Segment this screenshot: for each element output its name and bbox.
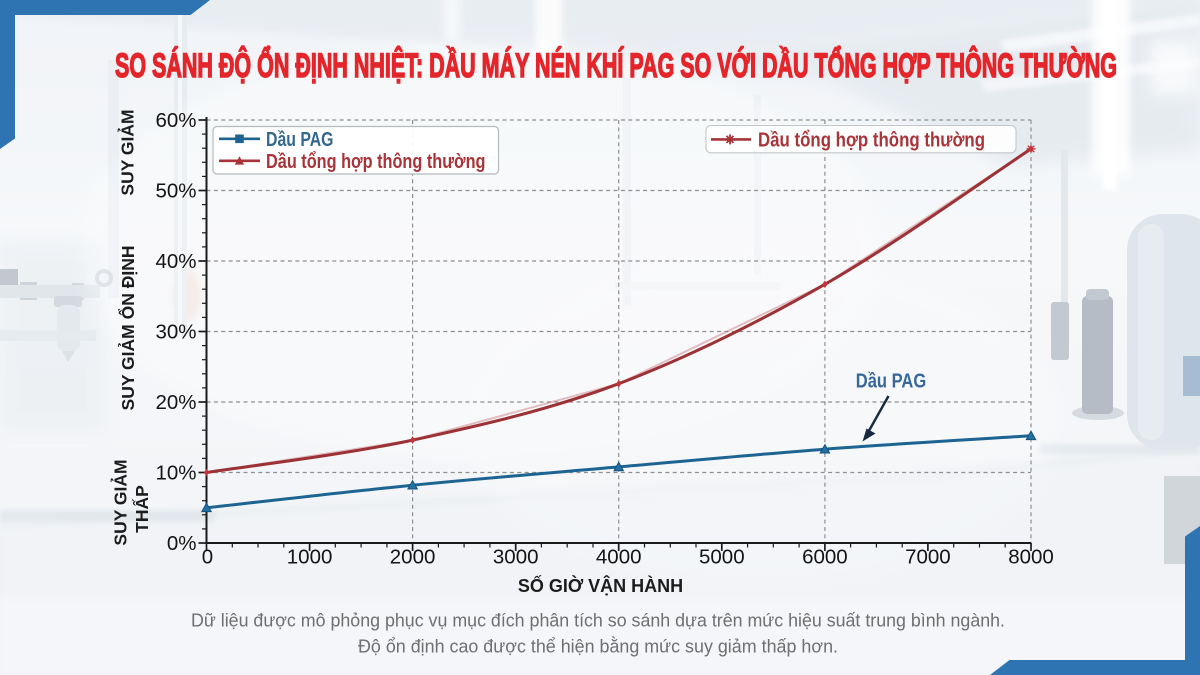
svg-text:SO SÁNH ĐỘ ỔN ĐỊNH NHIỆT: DẦU: SO SÁNH ĐỘ ỔN ĐỊNH NHIỆT: DẦU MÁY NÉN KH…	[115, 45, 1117, 85]
svg-text:10%: 10%	[155, 462, 196, 485]
svg-text:SỐ GIỜ VẬN HÀNH: SỐ GIỜ VẬN HÀNH	[518, 575, 683, 596]
svg-text:THẤP: THẤP	[131, 485, 152, 533]
svg-text:SUY GIẢM: SUY GIẢM	[117, 109, 138, 195]
svg-text:40%: 40%	[155, 250, 196, 273]
svg-text:SUY GIẢM: SUY GIẢM	[110, 459, 131, 545]
svg-text:4000: 4000	[596, 546, 642, 569]
svg-text:SUY GIẢM ỔN ĐỊNH: SUY GIẢM ỔN ĐỊNH	[117, 246, 138, 411]
svg-text:5000: 5000	[699, 546, 745, 569]
svg-text:50%: 50%	[155, 180, 196, 203]
svg-text:20%: 20%	[155, 391, 196, 414]
svg-text:Độ ổn định cao được thể hiện b: Độ ổn định cao được thể hiện bằng mức su…	[358, 636, 838, 657]
svg-text:Dữ liệu được mô phỏng phục vụ: Dữ liệu được mô phỏng phục vụ mục đích p…	[191, 611, 1005, 631]
svg-text:2000: 2000	[390, 546, 436, 569]
svg-text:30%: 30%	[155, 321, 196, 344]
svg-text:3000: 3000	[493, 546, 539, 569]
svg-text:7000: 7000	[905, 546, 951, 569]
svg-text:Dầu tổng hợp thông thường: Dầu tổng hợp thông thường	[758, 129, 985, 151]
svg-text:0%: 0%	[167, 532, 197, 555]
svg-text:0: 0	[202, 546, 213, 569]
svg-text:1000: 1000	[287, 546, 333, 569]
svg-text:Dầu PAG: Dầu PAG	[266, 129, 334, 151]
svg-text:60%: 60%	[155, 109, 196, 132]
svg-text:Dầu tổng hợp thông thường: Dầu tổng hợp thông thường	[266, 151, 486, 173]
svg-text:8000: 8000	[1008, 546, 1054, 569]
svg-text:6000: 6000	[802, 546, 848, 569]
svg-text:Dầu PAG: Dầu PAG	[856, 370, 927, 393]
